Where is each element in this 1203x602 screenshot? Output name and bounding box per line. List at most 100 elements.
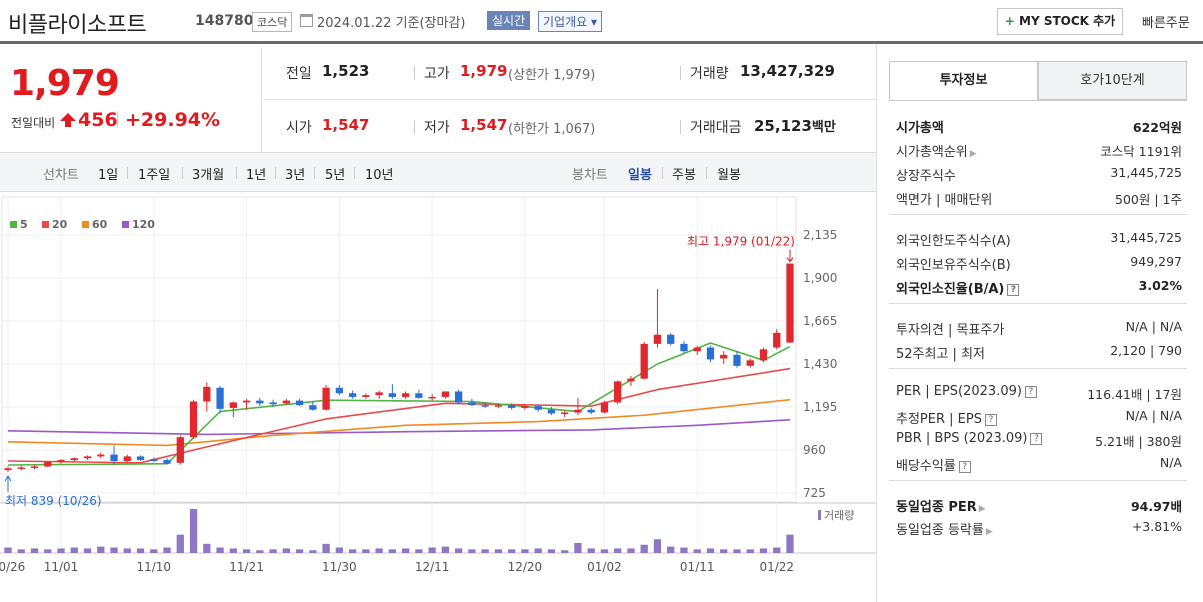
current-price: 1,979 bbox=[10, 63, 120, 104]
period-3y[interactable]: 3년 bbox=[285, 168, 306, 183]
legend-swatch bbox=[42, 221, 49, 228]
volume-bar bbox=[295, 549, 304, 553]
divider bbox=[263, 99, 876, 100]
per-label: PER | EPS(2023.09)? bbox=[896, 384, 1037, 399]
x-tick-label: 11/10 bbox=[136, 560, 171, 574]
legend-swatch bbox=[10, 221, 17, 228]
dividend-text: 배당수익률 bbox=[896, 459, 956, 474]
candle-body bbox=[110, 454, 118, 461]
y-tick-label: 1,430 bbox=[803, 357, 837, 371]
candle-body bbox=[203, 386, 211, 402]
volume-bar bbox=[44, 549, 52, 553]
foreign-limit-label: 외국인한도주식수(A) bbox=[896, 234, 1011, 249]
rank-label[interactable]: 시가총액순위 ▶ bbox=[896, 141, 977, 160]
candle-body bbox=[508, 405, 516, 408]
quick-order-link[interactable]: 빠른주문 bbox=[1142, 16, 1190, 31]
volume-bar bbox=[83, 548, 92, 553]
candle-body bbox=[600, 402, 609, 413]
volume-bar bbox=[242, 549, 251, 553]
period-1w[interactable]: 1주일 bbox=[138, 168, 171, 183]
date-text: 2024.01.22 기준(장마감) bbox=[317, 16, 466, 31]
candle-body bbox=[57, 460, 65, 462]
my-stock-add-button[interactable]: + MY STOCK 추가 bbox=[997, 8, 1123, 35]
volume-bar bbox=[693, 549, 701, 553]
candle-body bbox=[494, 405, 503, 407]
candle-weekly[interactable]: 주봉 bbox=[672, 168, 696, 183]
period-1y[interactable]: 1년 bbox=[246, 168, 267, 183]
volume-bar bbox=[746, 549, 754, 553]
line-chart-label: 선차트 bbox=[43, 168, 79, 183]
divider bbox=[414, 120, 415, 134]
tab-hoga[interactable]: 호가10단계 bbox=[1038, 61, 1187, 100]
foreign-hold-label: 외국인보유주식수(B) bbox=[896, 258, 1011, 273]
help-icon[interactable]: ? bbox=[1024, 386, 1037, 398]
foreign-ratio-label: 외국인소진율(B/A)? bbox=[896, 278, 1020, 297]
period-3m[interactable]: 3개월 bbox=[192, 168, 225, 183]
candle-daily[interactable]: 일봉 bbox=[628, 168, 652, 183]
help-icon[interactable]: ? bbox=[984, 414, 997, 426]
divider bbox=[706, 167, 707, 179]
open-value: 1,547 bbox=[322, 116, 370, 134]
volume-bar bbox=[547, 549, 556, 553]
low-value: 1,547 bbox=[460, 116, 508, 134]
volume-bar bbox=[667, 546, 675, 553]
candle-body bbox=[163, 460, 171, 464]
est-per-label: 추정PER | EPS? bbox=[896, 408, 997, 427]
divider bbox=[314, 167, 315, 179]
price-summary bbox=[0, 47, 262, 152]
volume-bar bbox=[322, 543, 330, 553]
candle-body bbox=[123, 456, 131, 461]
x-tick-label: 12/11 bbox=[415, 560, 450, 574]
chevron-right-icon: ▶ bbox=[985, 527, 993, 537]
divider bbox=[236, 167, 237, 179]
divider bbox=[127, 167, 128, 179]
high-label: 고가 bbox=[424, 66, 450, 82]
sector-per-label[interactable]: 동일업종 PER ▶ bbox=[896, 496, 986, 515]
help-icon[interactable]: ? bbox=[958, 461, 971, 473]
candle-body bbox=[150, 459, 158, 461]
volume-bar bbox=[773, 547, 781, 553]
divider bbox=[889, 480, 1187, 481]
help-icon[interactable]: ? bbox=[1030, 433, 1043, 445]
candle-body bbox=[17, 467, 25, 469]
divider bbox=[117, 111, 118, 127]
price-plot-frame bbox=[1, 196, 797, 503]
pbr-text: PBR | BPS (2023.09) bbox=[896, 431, 1028, 446]
volume-legend-label: 거래량 bbox=[824, 509, 854, 522]
candle-monthly[interactable]: 월봉 bbox=[717, 168, 741, 183]
volume-bar bbox=[203, 543, 211, 553]
opinion-label: 투자의견 | 목표주가 bbox=[896, 323, 1005, 338]
sector-change-label[interactable]: 동일업종 등락률 ▶ bbox=[896, 519, 993, 538]
divider bbox=[889, 368, 1187, 369]
legend-swatch bbox=[82, 221, 89, 228]
volume-bar bbox=[508, 549, 516, 553]
volume-bar bbox=[454, 548, 463, 553]
pbr-value: 5.21배 | 380원 bbox=[1095, 434, 1182, 449]
period-10y[interactable]: 10년 bbox=[365, 168, 394, 183]
volume-bar bbox=[534, 548, 542, 553]
low-arrow-icon bbox=[4, 475, 12, 493]
volume-bar bbox=[720, 549, 728, 553]
tab-invest-info[interactable]: 투자정보 bbox=[889, 61, 1038, 100]
candle-body bbox=[759, 349, 768, 361]
volume-bar bbox=[401, 548, 410, 553]
help-icon[interactable]: ? bbox=[1007, 284, 1020, 296]
est-per-text: 추정PER | EPS bbox=[896, 412, 982, 427]
candle-chart-label: 봉차트 bbox=[572, 168, 608, 183]
candle-body bbox=[415, 393, 423, 398]
market-cap-value: 622억원 bbox=[1132, 120, 1182, 135]
y-tick-label: 2,135 bbox=[803, 228, 837, 242]
rank-value: 코스닥 1191위 bbox=[1100, 144, 1182, 159]
candle-body bbox=[362, 395, 370, 397]
candle-body bbox=[30, 466, 39, 468]
divider bbox=[889, 100, 1187, 101]
period-5y[interactable]: 5년 bbox=[325, 168, 346, 183]
realtime-button[interactable]: 실시간 bbox=[487, 11, 531, 30]
volume-bar bbox=[256, 550, 264, 553]
stock-code: 148780 bbox=[195, 13, 254, 29]
candle-body bbox=[136, 456, 145, 461]
period-1d[interactable]: 1일 bbox=[98, 168, 119, 183]
candle-body bbox=[388, 393, 397, 397]
divider bbox=[889, 214, 1187, 215]
company-overview-button[interactable]: 기업개요 ▾ bbox=[538, 11, 602, 32]
